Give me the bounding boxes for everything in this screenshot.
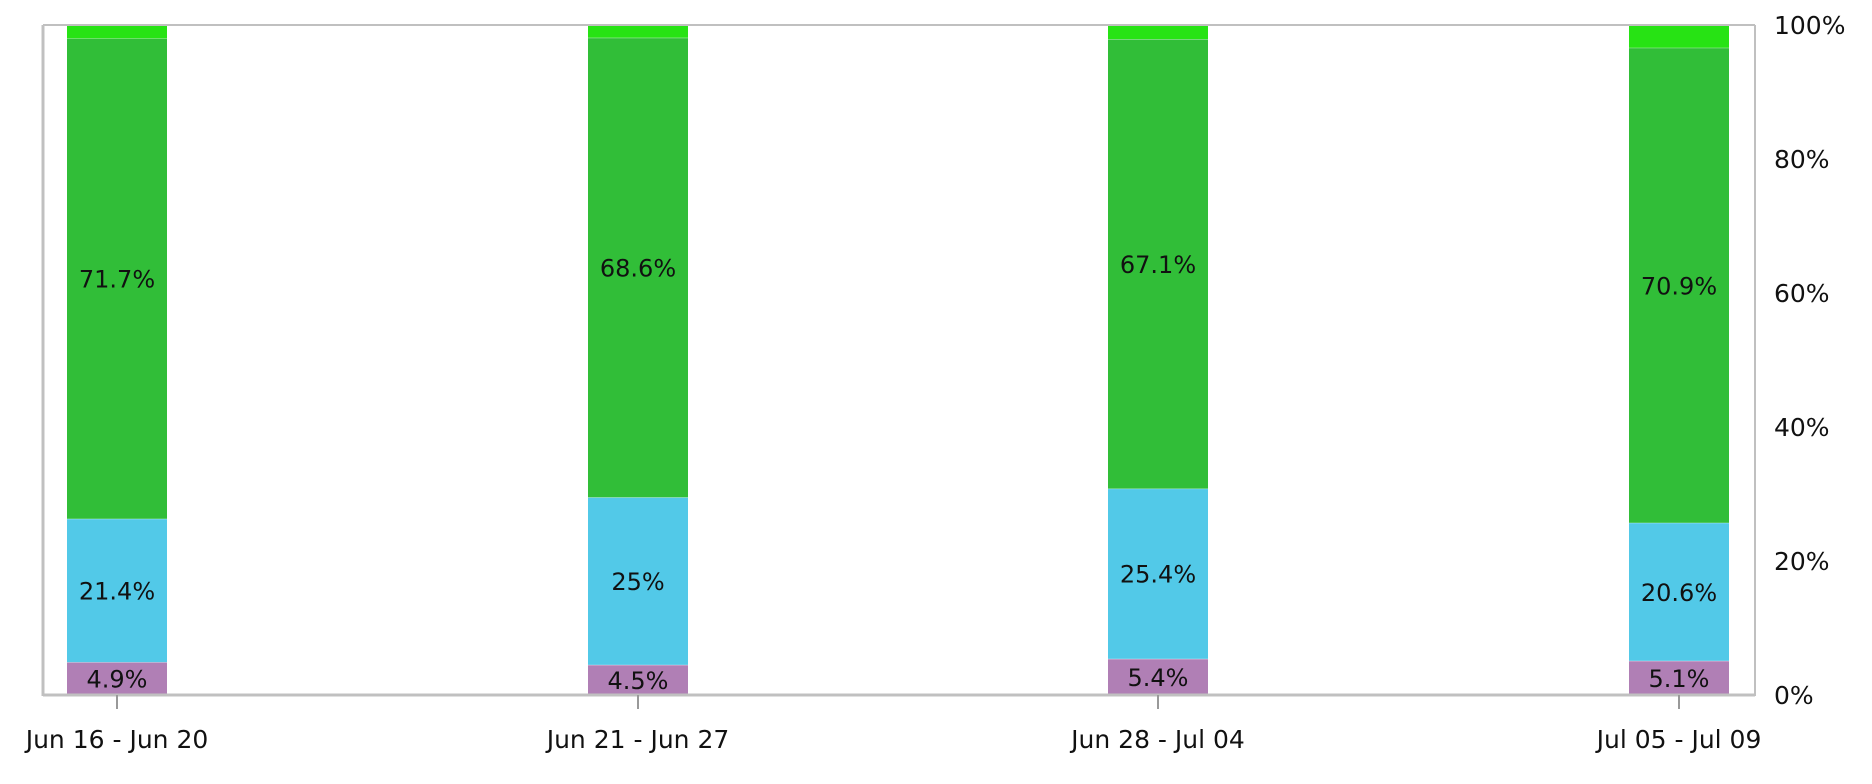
bar-segment-3-1 — [1629, 522, 1729, 661]
bar-segment-0-3 — [67, 25, 167, 39]
data-label: 5.1% — [1649, 665, 1710, 693]
bar-segment-3-0 — [1629, 660, 1729, 695]
data-label: 4.9% — [87, 666, 148, 694]
bar-segment-0-2 — [67, 38, 167, 519]
data-label: 71.7% — [79, 266, 155, 294]
bar-segment-2-1 — [1108, 488, 1208, 659]
data-label: 5.4% — [1128, 664, 1189, 692]
x-axis: Jun 16 - Jun 20 Jun 21 - Jun 27 Jun 28 - J… — [24, 695, 1762, 754]
x-tick-label: Jul 05 - Jul 09 — [1595, 725, 1762, 754]
bars-layer: 4.9% 21.4% 71.7% 4.5% 25% 68.6% 5.4% 25.4% 67.1%… — [67, 24, 1729, 695]
bar-segment-1-1 — [588, 497, 688, 665]
bar-segment-2-0 — [1108, 658, 1208, 695]
data-label: 68.6% — [600, 255, 676, 283]
bar-segment-1-2 — [588, 37, 688, 498]
bar-segment-3-2 — [1629, 47, 1729, 523]
data-label: 20.6% — [1641, 579, 1717, 607]
y-tick-label: 60% — [1774, 279, 1830, 308]
bar-segment-2-2 — [1108, 39, 1208, 489]
y-axis: 0% 20% 40% 60% 80% 100% — [1774, 11, 1845, 710]
data-label: 67.1% — [1120, 251, 1196, 279]
bar-segment-1-0 — [588, 664, 688, 695]
data-label: 25.4% — [1120, 561, 1196, 589]
bar-segment-3-3 — [1629, 25, 1729, 48]
y-tick-label: 40% — [1774, 413, 1830, 442]
y-tick-label: 20% — [1774, 547, 1830, 576]
y-tick-label: 80% — [1774, 145, 1830, 174]
bar-segment-0-0 — [67, 662, 167, 695]
x-tick-label: Jun 28 - Jul 04 — [1069, 725, 1245, 754]
bar-segment-0-1 — [67, 518, 167, 663]
data-label: 4.5% — [608, 667, 669, 695]
x-tick-label: Jun 16 - Jun 20 — [24, 725, 209, 754]
bar-segment-1-3 — [588, 25, 688, 38]
y-tick-label: 100% — [1774, 11, 1845, 40]
y-tick-label: 0% — [1774, 681, 1814, 710]
data-label: 25% — [611, 568, 664, 596]
data-label: 70.9% — [1641, 272, 1717, 300]
data-label: 21.4% — [79, 577, 155, 605]
x-tick-label: Jun 21 - Jun 27 — [545, 725, 730, 754]
plot-frame — [41, 24, 1756, 697]
bar-segment-2-3 — [1108, 25, 1208, 40]
